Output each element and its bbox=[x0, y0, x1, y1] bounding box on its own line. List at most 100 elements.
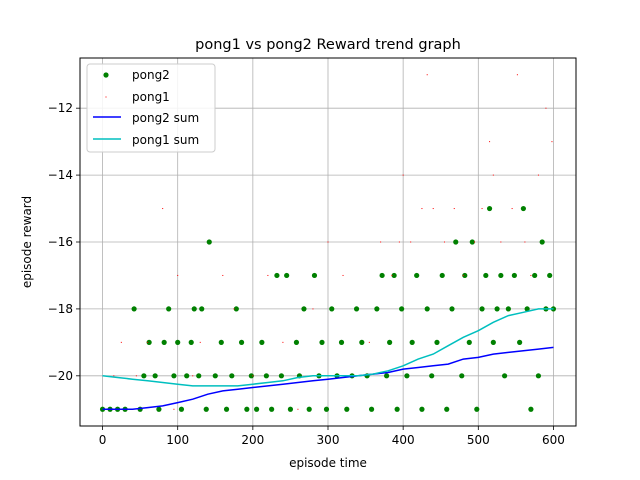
y-tick-label: −16 bbox=[48, 235, 73, 249]
point-pong1 bbox=[489, 141, 491, 143]
point-pong2 bbox=[263, 373, 269, 379]
series-line-pong1-sum bbox=[102, 308, 554, 387]
x-tick-label: 400 bbox=[392, 433, 415, 447]
x-tick-label: 500 bbox=[467, 433, 490, 447]
point-pong1 bbox=[443, 241, 445, 243]
point-pong2 bbox=[483, 272, 489, 279]
point-pong2 bbox=[404, 373, 410, 379]
chart-title: pong1 vs pong2 Reward trend graph bbox=[195, 37, 461, 53]
x-tick-label: 300 bbox=[317, 433, 340, 447]
y-tick-label: −12 bbox=[48, 101, 73, 115]
point-pong2 bbox=[498, 272, 504, 279]
point-pong2 bbox=[419, 406, 425, 412]
point-pong2 bbox=[199, 306, 205, 312]
point-pong2 bbox=[409, 339, 415, 345]
legend: pong2 pong1 pong2 sum pong1 sum bbox=[86, 63, 216, 153]
point-pong2 bbox=[486, 205, 493, 212]
point-pong2 bbox=[524, 306, 530, 312]
point-pong2 bbox=[323, 406, 330, 412]
point-pong2 bbox=[278, 373, 285, 379]
x-tick-label: 600 bbox=[542, 433, 565, 447]
point-pong1 bbox=[426, 74, 428, 76]
point-pong2 bbox=[229, 373, 235, 379]
point-pong2 bbox=[528, 406, 534, 412]
point-pong2 bbox=[191, 306, 197, 312]
point-pong1 bbox=[312, 308, 314, 310]
point-pong1 bbox=[474, 241, 476, 243]
point-pong1 bbox=[500, 241, 502, 243]
legend-box bbox=[86, 63, 216, 153]
point-pong2 bbox=[394, 406, 400, 412]
point-pong2 bbox=[284, 272, 290, 279]
point-pong2 bbox=[212, 373, 218, 379]
point-pong2 bbox=[469, 239, 475, 245]
point-pong2 bbox=[293, 339, 300, 345]
point-pong1 bbox=[545, 107, 547, 109]
series-layer bbox=[99, 74, 557, 412]
point-pong1 bbox=[530, 274, 532, 276]
point-pong1 bbox=[391, 274, 393, 276]
point-pong1 bbox=[192, 375, 194, 377]
point-pong1 bbox=[327, 241, 329, 243]
point-pong2 bbox=[196, 373, 202, 379]
point-pong1 bbox=[481, 208, 483, 210]
point-pong2 bbox=[353, 306, 360, 312]
x-tick-label: 0 bbox=[99, 433, 107, 447]
point-pong1 bbox=[147, 341, 149, 343]
point-pong2 bbox=[387, 339, 393, 345]
y-tick-label: −18 bbox=[48, 302, 73, 316]
point-pong2 bbox=[344, 406, 350, 412]
point-pong2 bbox=[359, 339, 365, 345]
x-tick-label: 100 bbox=[166, 433, 189, 447]
point-pong2 bbox=[462, 272, 468, 279]
point-pong2 bbox=[166, 306, 172, 312]
point-pong2 bbox=[449, 306, 455, 312]
point-pong2 bbox=[414, 272, 420, 279]
point-pong2 bbox=[287, 406, 294, 412]
point-pong1 bbox=[551, 141, 553, 143]
y-axis-label: episode reward bbox=[20, 196, 34, 288]
point-pong2 bbox=[223, 406, 230, 412]
point-pong2 bbox=[244, 406, 250, 412]
point-pong1 bbox=[135, 375, 137, 377]
point-pong2 bbox=[131, 306, 137, 312]
point-pong1 bbox=[199, 341, 201, 343]
point-pong2 bbox=[368, 406, 375, 412]
point-pong2 bbox=[374, 306, 380, 312]
point-pong2 bbox=[156, 406, 162, 412]
point-pong1 bbox=[162, 208, 164, 210]
point-pong2 bbox=[338, 339, 345, 345]
point-pong2 bbox=[311, 272, 318, 279]
point-pong1 bbox=[516, 74, 518, 76]
point-pong2 bbox=[203, 406, 209, 412]
point-pong2 bbox=[274, 272, 280, 279]
point-pong1 bbox=[297, 408, 299, 410]
point-pong2 bbox=[384, 373, 390, 379]
point-pong1 bbox=[462, 274, 464, 276]
point-pong2 bbox=[511, 272, 517, 279]
point-pong2 bbox=[269, 406, 275, 412]
point-pong2 bbox=[146, 339, 152, 345]
point-pong2 bbox=[171, 373, 177, 379]
point-pong1 bbox=[173, 408, 175, 410]
point-pong2 bbox=[206, 239, 212, 245]
y-tick-label: −20 bbox=[48, 369, 73, 383]
x-axis-label: episode time bbox=[289, 456, 367, 470]
point-pong2 bbox=[429, 373, 435, 379]
point-pong2 bbox=[466, 339, 472, 345]
point-pong1 bbox=[453, 208, 455, 210]
point-pong2 bbox=[474, 406, 480, 412]
point-pong2 bbox=[248, 373, 254, 379]
point-pong2 bbox=[188, 339, 194, 345]
point-pong1 bbox=[410, 241, 412, 243]
point-pong2 bbox=[453, 239, 459, 245]
series-line-pong2-sum bbox=[102, 346, 554, 411]
point-pong1 bbox=[432, 208, 434, 210]
point-pong2 bbox=[218, 339, 224, 345]
point-pong2 bbox=[319, 339, 325, 345]
point-pong2 bbox=[532, 272, 538, 279]
point-pong2 bbox=[439, 272, 445, 279]
legend-label-pong2: pong2 bbox=[132, 68, 170, 82]
point-pong2 bbox=[459, 373, 465, 379]
